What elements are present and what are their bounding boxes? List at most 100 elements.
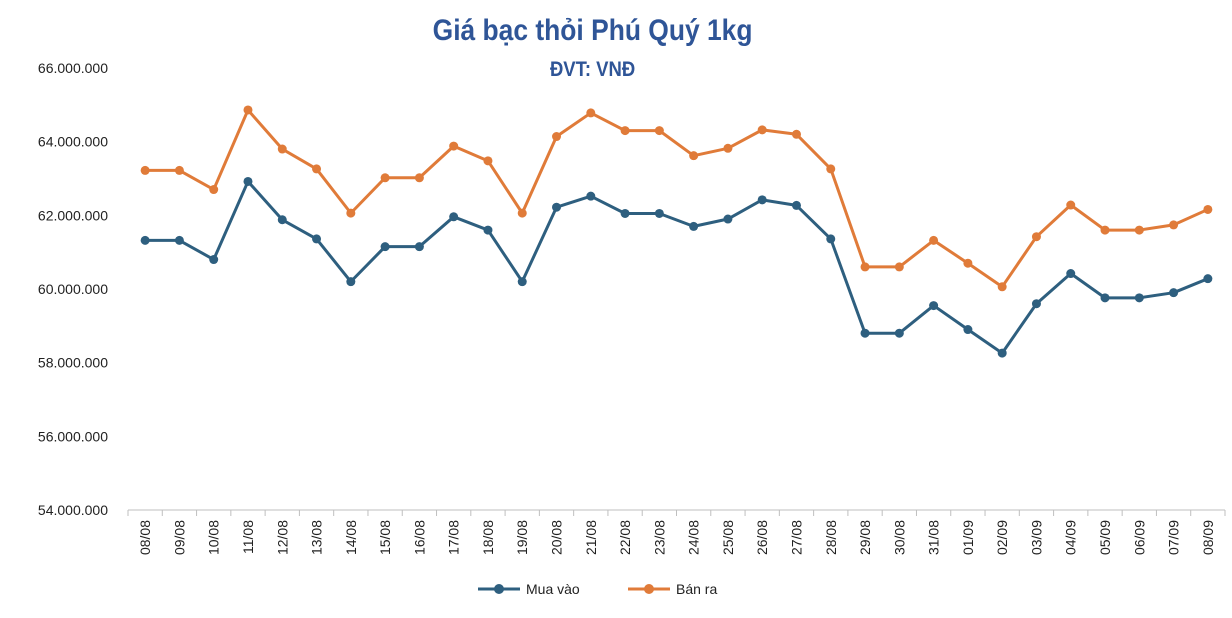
data-point — [757, 195, 767, 205]
x-tick-label: 19/08 — [514, 520, 530, 555]
data-point — [1031, 299, 1041, 309]
x-tick-label: 28/08 — [823, 520, 839, 555]
data-point — [1066, 200, 1076, 210]
data-point — [346, 277, 356, 287]
x-tick-label: 05/09 — [1097, 520, 1113, 555]
x-tick-label: 03/09 — [1028, 520, 1044, 555]
x-tick-label: 12/08 — [274, 520, 290, 555]
data-point — [791, 129, 801, 139]
x-tick-label: 20/08 — [549, 520, 565, 555]
data-point — [243, 105, 253, 115]
data-point — [380, 242, 390, 252]
y-axis-ticks: 54.000.000 56.000.000 58.000.000 60.000.000… — [38, 60, 108, 518]
y-tick-label: 54.000.000 — [38, 502, 108, 518]
x-tick-label: 26/08 — [754, 520, 770, 555]
series-line-2 — [145, 108, 1209, 289]
x-tick-label: 08/08 — [137, 520, 153, 555]
data-point — [449, 141, 459, 151]
x-tick-label: 24/08 — [686, 520, 702, 555]
x-tick-label: 22/08 — [617, 520, 633, 555]
data-point — [860, 262, 870, 272]
data-point — [243, 176, 253, 186]
data-point — [860, 328, 870, 338]
data-point — [414, 173, 424, 183]
y-tick-label: 62.000.000 — [38, 207, 108, 223]
data-point — [586, 191, 596, 201]
chart-title: Giá bạc thỏi Phú Quý 1kg — [432, 14, 753, 47]
data-point — [1134, 293, 1144, 303]
data-point — [963, 325, 973, 335]
data-point — [1203, 274, 1213, 284]
data-point — [209, 255, 219, 265]
data-point — [552, 132, 562, 142]
data-point — [1100, 225, 1110, 235]
data-point — [312, 164, 322, 174]
data-point — [209, 185, 219, 195]
data-point — [586, 108, 596, 118]
data-point — [414, 242, 424, 252]
x-tick-label: 06/09 — [1131, 520, 1147, 555]
x-tick-label: 23/08 — [651, 520, 667, 555]
legend-marker-2 — [644, 584, 654, 594]
x-tick-label: 25/08 — [720, 520, 736, 555]
x-tick-label: 14/08 — [343, 520, 359, 555]
y-tick-label: 64.000.000 — [38, 134, 108, 150]
data-point — [517, 208, 527, 218]
data-point — [277, 215, 287, 225]
legend: Mua vào Bán ra — [478, 581, 717, 597]
data-point — [929, 235, 939, 245]
x-tick-label: 29/08 — [857, 520, 873, 555]
y-tick-label: 66.000.000 — [38, 60, 108, 76]
data-point — [346, 208, 356, 218]
data-point — [963, 258, 973, 268]
data-point — [997, 282, 1007, 292]
x-tick-label: 04/09 — [1063, 520, 1079, 555]
x-tick-label: 02/09 — [994, 520, 1010, 555]
y-tick-label: 60.000.000 — [38, 281, 108, 297]
data-point — [312, 234, 322, 244]
x-tick-label: 16/08 — [411, 520, 427, 555]
data-point — [723, 143, 733, 153]
data-point — [689, 221, 699, 231]
data-point — [757, 125, 767, 135]
data-point — [483, 225, 493, 235]
x-axis-tickmarks — [127, 510, 1226, 516]
data-point — [1134, 225, 1144, 235]
data-point — [826, 164, 836, 174]
data-point — [894, 262, 904, 272]
x-tick-label: 17/08 — [446, 520, 462, 555]
data-point — [929, 301, 939, 311]
series-group — [140, 105, 1213, 358]
data-point — [552, 202, 562, 212]
x-tick-label: 21/08 — [583, 520, 599, 555]
data-point — [997, 348, 1007, 358]
data-point — [174, 235, 184, 245]
legend-marker-1 — [494, 584, 504, 594]
legend-label-2: Bán ra — [676, 581, 717, 597]
data-point — [654, 126, 664, 136]
data-point — [174, 165, 184, 175]
data-point — [1031, 232, 1041, 242]
data-point — [791, 200, 801, 210]
x-tick-label: 18/08 — [480, 520, 496, 555]
x-tick-label: 10/08 — [206, 520, 222, 555]
x-tick-label: 13/08 — [309, 520, 325, 555]
data-point — [723, 214, 733, 224]
data-point — [449, 212, 459, 222]
y-tick-label: 58.000.000 — [38, 355, 108, 371]
data-point — [620, 208, 630, 218]
x-tick-label: 07/09 — [1166, 520, 1182, 555]
data-point — [277, 144, 287, 154]
data-point — [689, 151, 699, 161]
data-point — [1169, 288, 1179, 298]
x-tick-label: 08/09 — [1200, 520, 1216, 555]
y-tick-label: 56.000.000 — [38, 428, 108, 444]
data-point — [1100, 293, 1110, 303]
data-point — [1203, 204, 1213, 214]
data-point — [1066, 269, 1076, 279]
data-point — [483, 156, 493, 166]
data-point — [140, 235, 150, 245]
x-tick-label: 01/09 — [960, 520, 976, 555]
data-point — [654, 208, 664, 218]
